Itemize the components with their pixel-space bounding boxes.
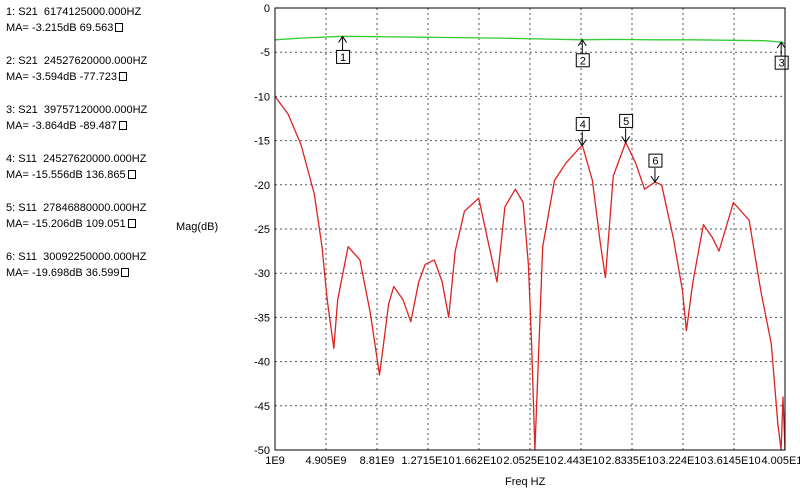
x-tick-label: 3.224E10 (659, 455, 706, 467)
marker-readout-6-value: MA= -19.698dB 36.599 (6, 267, 120, 279)
series-group (274, 35, 786, 451)
marker-label: 2 (580, 55, 586, 67)
x-tick-label: 3.6145E10 (707, 455, 760, 467)
y-tick-label: -40 (254, 357, 270, 369)
arrow-down-icon (577, 139, 587, 147)
arrow-down-icon (338, 35, 347, 43)
degree-box-icon (127, 170, 136, 179)
marker-readout-2-freq: 2: S21 24527620000.000HZ (6, 55, 148, 67)
degree-box-icon (121, 268, 130, 277)
marker-3: 3 (774, 41, 789, 70)
marker-5: 5 (619, 113, 634, 144)
degree-box-icon (119, 121, 127, 130)
marker-2: 2 (575, 38, 590, 68)
x-axis-label: Freq HZ (505, 476, 546, 488)
x-tick-label: 1.2715E10 (401, 455, 454, 467)
degree-box-icon (115, 23, 124, 32)
plot-frame (274, 7, 786, 451)
degree-box-icon (127, 219, 136, 228)
marker-6: 6 (648, 153, 663, 184)
marker-label: 4 (580, 119, 586, 131)
marker-readout-panel: 1: S21 6174125000.000HZ MA= -3.215dB 69.… (6, 4, 206, 298)
marker-readout-4-value: MA= -15.556dB 136.865 (6, 169, 126, 181)
arrow-down-icon (577, 38, 587, 47)
y-axis-label: Mag(dB) (176, 221, 219, 233)
degree-box-icon (119, 72, 127, 81)
marker-readout-4: 4: S11 24527620000.000HZ MA= -15.556dB 1… (6, 151, 206, 183)
arrow-down-icon (621, 136, 631, 144)
y-tick-label: -45 (254, 401, 270, 413)
marker-readout-1: 1: S21 6174125000.000HZ MA= -3.215dB 69.… (6, 4, 206, 36)
x-tick-label: 2.443E10 (557, 455, 604, 467)
marker-readout-3-value: MA= -3.864dB -89.487 (6, 120, 117, 132)
marker-readout-6-freq: 6: S11 30092250000.000HZ (6, 251, 147, 263)
arrow-down-icon (776, 41, 786, 49)
marker-label: 1 (340, 52, 346, 64)
marker-readout-2-value: MA= -3.594dB -77.723 (6, 71, 117, 83)
marker-readout-2: 2: S21 24527620000.000HZ MA= -3.594dB -7… (6, 53, 206, 85)
x-tick-label: 2.8335E10 (605, 455, 658, 467)
y-tick-label: -5 (260, 47, 270, 59)
marker-readout-3-freq: 3: S21 39757120000.000HZ (6, 104, 148, 116)
marker-readout-6: 6: S11 30092250000.000HZ MA= -19.698dB 3… (6, 249, 206, 281)
marker-points: 1 2 3 4 5 6 (336, 35, 789, 184)
y-tick-label: -50 (254, 445, 270, 457)
marker-readout-1-value: MA= -3.215dB 69.563 (6, 22, 114, 34)
marker-label-box (619, 113, 634, 128)
y-tick-label: 0 (264, 3, 270, 15)
y-tick-label: -15 (254, 136, 270, 148)
x-tick-label: 1.662E10 (455, 455, 502, 467)
x-tick-label: 2.0525E10 (503, 455, 556, 467)
arrow-down-icon (650, 175, 660, 184)
marker-label-box (648, 153, 663, 168)
marker-readout-5: 5: S11 27846880000.000HZ MA= -15.206dB 1… (6, 200, 206, 232)
marker-readout-1-freq: 1: S21 6174125000.000HZ (6, 6, 142, 18)
y-tick-label: -25 (254, 224, 270, 236)
marker-label-box (575, 117, 590, 132)
marker-label-box (336, 49, 351, 64)
x-tick-label: 8.81E9 (360, 455, 395, 467)
y-tick-label: -20 (254, 180, 270, 192)
tick-labels: 1E9 4.905E9 8.81E9 1.2715E10 1.662E10 2.0525E… (254, 3, 800, 467)
marker-4: 4 (575, 117, 590, 147)
y-tick-label: -35 (254, 312, 270, 324)
marker-label: 5 (623, 116, 629, 128)
marker-readout-5-freq: 5: S11 27846880000.000HZ (6, 202, 147, 214)
series-line-2 (274, 96, 786, 451)
marker-label: 6 (652, 156, 658, 168)
marker-label: 3 (779, 58, 785, 70)
y-tick-label: -30 (254, 268, 270, 280)
marker-label-box (575, 53, 590, 68)
marker-readout-4-freq: 4: S11 24527620000.000HZ (6, 153, 147, 165)
grid (275, 8, 785, 450)
y-tick-label: -10 (254, 91, 270, 103)
marker-1: 1 (336, 35, 351, 64)
marker-readout-5-value: MA= -15.206dB 109.051 (6, 218, 126, 230)
series-line-1 (274, 35, 786, 45)
marker-readout-3: 3: S21 39757120000.000HZ MA= -3.864dB -8… (6, 102, 206, 134)
x-tick-label: 4.905E9 (306, 455, 347, 467)
x-tick-label: 1E9 (265, 455, 285, 467)
